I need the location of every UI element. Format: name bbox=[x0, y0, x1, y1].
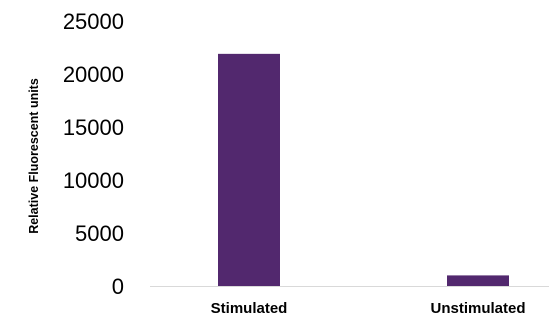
bars bbox=[218, 53, 509, 286]
y-tick-label: 15000 bbox=[63, 115, 124, 140]
y-tick-label: 10000 bbox=[63, 168, 124, 193]
x-axis-labels: Stimulated Unstimulated bbox=[211, 300, 526, 317]
bar-unstimulated bbox=[447, 275, 509, 286]
y-tick-label: 0 bbox=[112, 274, 124, 299]
y-tick-label: 5000 bbox=[75, 221, 124, 246]
y-axis-ticks: 0 5000 10000 15000 20000 25000 bbox=[63, 9, 124, 299]
x-category-label: Stimulated bbox=[211, 300, 288, 317]
y-tick-label: 20000 bbox=[63, 62, 124, 87]
bar-stimulated bbox=[218, 53, 280, 286]
x-category-label: Unstimulated bbox=[430, 300, 525, 317]
y-axis-title: Relative Fluorescent units bbox=[27, 78, 41, 234]
y-tick-label: 25000 bbox=[63, 9, 124, 34]
